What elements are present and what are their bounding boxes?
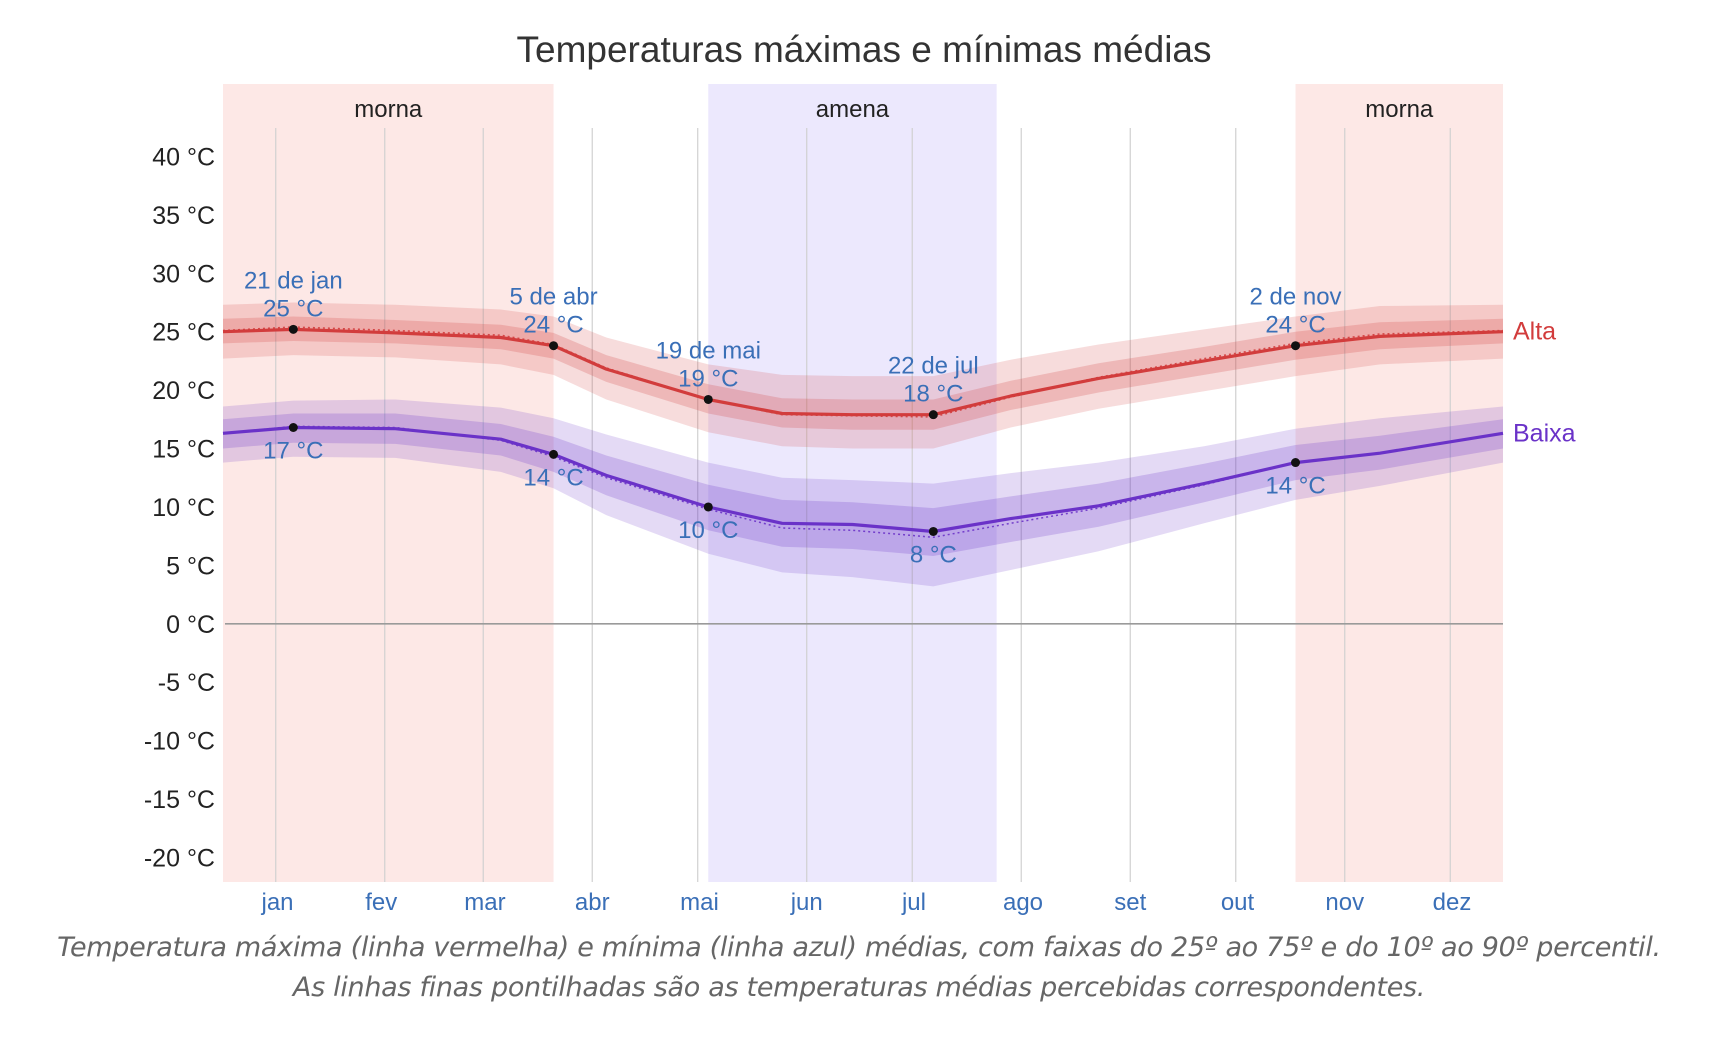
y-tick-label: 35 °C	[152, 202, 215, 230]
annotation-point	[928, 410, 938, 420]
annotation-date: 2 de nov	[1249, 284, 1341, 311]
band-p10-p90	[223, 399, 1503, 587]
month-label-nov: nov	[1325, 889, 1364, 916]
month-label-abr: abr	[575, 889, 610, 916]
month-label-jan: jan	[260, 889, 293, 916]
y-tick-label: -20 °C	[144, 844, 215, 872]
series-alta: Alta	[222, 302, 1556, 449]
annotation-date: 19 de mai	[656, 337, 761, 364]
annotation-value: 14 °C	[523, 464, 583, 491]
annotation-point	[703, 394, 713, 404]
season-label-morna: morna	[354, 96, 423, 123]
month-label-mar: mar	[464, 889, 505, 916]
chart-caption-line-2: As linhas finas pontilhadas são as tempe…	[292, 972, 1426, 1003]
series-baixa: Baixa	[222, 399, 1576, 587]
annotation-value: 14 °C	[1265, 473, 1325, 500]
chart-caption-line-1: Temperatura máxima (linha vermelha) e mí…	[57, 932, 1661, 963]
chart-title: Temperaturas máximas e mínimas médias	[517, 29, 1212, 70]
y-tick-label: 25 °C	[152, 319, 215, 347]
band-p10-p90	[223, 302, 1503, 449]
annotation-value: 8 °C	[910, 541, 957, 568]
season-label-amena: amena	[816, 96, 890, 123]
annotation-value: 25 °C	[263, 295, 323, 322]
annotation-date: 22 de jul	[888, 353, 979, 380]
season-label-morna: morna	[1365, 96, 1434, 123]
annotation-point	[1291, 458, 1301, 468]
season-bands: morna amena morna	[223, 84, 1503, 882]
annotation-date: 5 de abr	[510, 284, 598, 311]
month-label-jul: jul	[901, 889, 926, 916]
annotation-point	[288, 423, 298, 433]
mean-line	[222, 327, 1504, 417]
month-label-fev: fev	[365, 889, 397, 916]
x-axis: jan fev mar abr mai jun jul ago set out nov dez	[260, 889, 1471, 916]
y-axis: 40 °C 35 °C 30 °C 25 °C 20 °C 15 °C 10 °C 5 °C 0…	[144, 143, 1503, 872]
annotation-value: 10 °C	[678, 517, 738, 544]
annotation-point	[549, 341, 559, 351]
month-label-dez: dez	[1433, 889, 1472, 916]
annotation-value: 24 °C	[1265, 312, 1325, 339]
y-tick-label: 30 °C	[152, 260, 215, 288]
y-tick-label: 20 °C	[152, 377, 215, 405]
band-p25-p75	[223, 413, 1503, 556]
y-tick-label: 5 °C	[166, 552, 215, 580]
month-label-set: set	[1114, 889, 1146, 916]
y-tick-label: -15 °C	[144, 786, 215, 814]
gridlines	[275, 128, 1451, 882]
annotation-value: 17 °C	[263, 438, 323, 465]
season-band-amena	[708, 84, 997, 882]
month-label-mai: mai	[680, 889, 719, 916]
chart-canvas: morna amena morna 40 °C 35 °C 30 °C 25 °C 20 °C…	[144, 29, 1576, 916]
annotation-point	[1291, 341, 1301, 351]
y-tick-label: 40 °C	[152, 143, 215, 171]
series-label-baixa: Baixa	[1513, 419, 1576, 447]
y-tick-label: 10 °C	[152, 494, 215, 522]
series-label-alta: Alta	[1513, 318, 1556, 346]
y-tick-label: -5 °C	[158, 669, 215, 697]
annotation-point	[928, 526, 938, 536]
month-label-jun: jun	[790, 889, 823, 916]
annotation-point	[549, 449, 559, 459]
y-tick-label: 15 °C	[152, 436, 215, 464]
annotation-date: 21 de jan	[244, 267, 343, 294]
annotation-value: 19 °C	[678, 365, 738, 392]
y-tick-label: -10 °C	[144, 728, 215, 756]
month-label-out: out	[1221, 889, 1255, 916]
season-band-morna	[1295, 84, 1503, 882]
month-label-ago: ago	[1003, 889, 1043, 916]
season-band-morna	[223, 84, 554, 882]
annotation-point	[288, 324, 298, 334]
annotation-value: 24 °C	[523, 312, 583, 339]
y-tick-label: 0 °C	[166, 611, 215, 639]
annotation-point	[703, 502, 713, 512]
annotation-value: 18 °C	[903, 381, 963, 408]
mean-line	[222, 425, 1504, 534]
